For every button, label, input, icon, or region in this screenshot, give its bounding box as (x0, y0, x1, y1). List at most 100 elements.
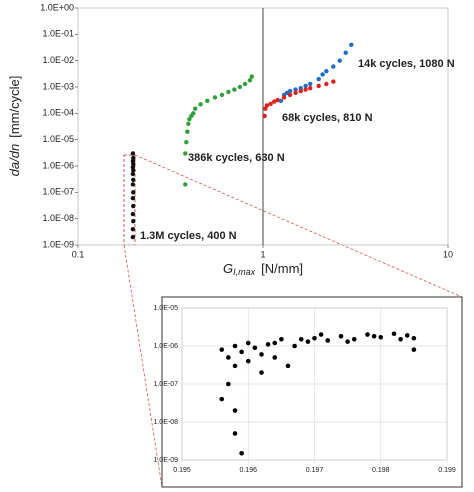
data-point (272, 355, 278, 360)
data-point (247, 78, 253, 83)
data-point (130, 234, 136, 240)
data-point (191, 111, 196, 116)
data-point (130, 226, 136, 232)
data-point (287, 92, 293, 98)
data-point (212, 95, 218, 100)
data-point (259, 352, 264, 357)
data-point (293, 87, 298, 92)
data-point (219, 92, 225, 98)
data-point (305, 339, 311, 344)
y-tick-label: 1.0E-07 (42, 187, 74, 197)
y-tick-label: 1.0E-04 (42, 108, 74, 118)
data-point (391, 331, 397, 337)
data-point (130, 211, 136, 217)
y-tick-label: 1.0E-09 (42, 239, 74, 249)
data-point (219, 347, 225, 352)
data-point (183, 182, 188, 187)
y-tick-label: 1.0E-06 (153, 343, 178, 350)
zoom-connector (134, 154, 463, 298)
data-point (411, 347, 417, 352)
data-point (316, 83, 321, 89)
data-point (316, 76, 321, 82)
y-tick-label: 1.0E-07 (153, 381, 178, 388)
data-point (130, 151, 136, 156)
data-point (371, 333, 377, 339)
data-point (265, 342, 271, 347)
data-point (303, 87, 308, 92)
data-point (252, 345, 258, 351)
data-point (130, 195, 136, 201)
data-point (131, 155, 136, 161)
data-point (185, 129, 190, 134)
data-point (131, 177, 136, 182)
data-point (324, 68, 329, 74)
data-point (343, 50, 348, 55)
x-tick-label: 0.197 (306, 467, 324, 474)
y-tick-label: 1.0E-09 (153, 457, 178, 464)
series-label: 1.3M cycles, 400 N (140, 230, 237, 242)
x-tick-label: 0.199 (438, 467, 456, 474)
data-point (232, 408, 238, 413)
data-point (298, 88, 303, 94)
data-point (198, 102, 203, 107)
data-point (308, 81, 313, 87)
data-point (272, 340, 278, 346)
data-point (337, 58, 342, 63)
data-point (331, 64, 336, 69)
data-point (130, 171, 136, 177)
data-point (351, 337, 357, 342)
data-point (131, 219, 136, 224)
data-point (130, 182, 136, 187)
data-point (272, 99, 277, 104)
series-label: 386k cycles, 630 N (188, 152, 285, 164)
data-point (324, 81, 329, 87)
data-point (263, 106, 268, 111)
data-point (237, 84, 243, 90)
inset-frame (161, 296, 463, 488)
data-point (278, 98, 284, 103)
data-point (130, 165, 136, 170)
data-point (404, 333, 410, 338)
data-point (232, 343, 238, 349)
data-point (226, 381, 231, 387)
data-point (349, 42, 354, 48)
y-tick-label: 1.0E-08 (153, 419, 178, 426)
data-point (245, 340, 251, 346)
data-point (232, 363, 238, 369)
x-tick-label: 10 (443, 249, 453, 259)
data-point (338, 333, 344, 339)
data-point (281, 95, 287, 100)
data-point (345, 339, 350, 344)
data-point (259, 370, 264, 375)
y-tick-label: 1.0E-05 (153, 305, 178, 312)
data-point (242, 81, 248, 87)
data-point (378, 334, 384, 340)
data-point (308, 86, 313, 91)
data-point (186, 121, 191, 127)
data-point (303, 83, 308, 89)
y-tick-label: 1.0E-03 (42, 81, 74, 91)
data-point (365, 332, 370, 337)
data-point (205, 98, 210, 103)
data-point (131, 203, 136, 209)
data-point (232, 431, 238, 436)
data-point (239, 451, 244, 456)
x-tick-label: 0.1 (72, 249, 85, 259)
x-tick-label: 1 (260, 249, 265, 259)
data-point (325, 338, 331, 343)
data-point (232, 87, 237, 92)
y-axis-label: da/dn[mm/cycle] (7, 76, 22, 177)
data-point (287, 88, 293, 94)
data-point (183, 151, 188, 156)
series-label: 68k cycles, 810 N (282, 112, 373, 124)
data-point (292, 343, 297, 349)
data-point (262, 113, 267, 119)
data-point (130, 159, 136, 164)
data-point (268, 101, 273, 107)
data-point (264, 103, 270, 108)
series-label: 14k cycles, 1080 N (358, 58, 455, 70)
x-tick-label: 0.195 (173, 467, 191, 474)
y-tick-label: 1.0E-05 (42, 134, 74, 144)
data-point (331, 79, 336, 84)
